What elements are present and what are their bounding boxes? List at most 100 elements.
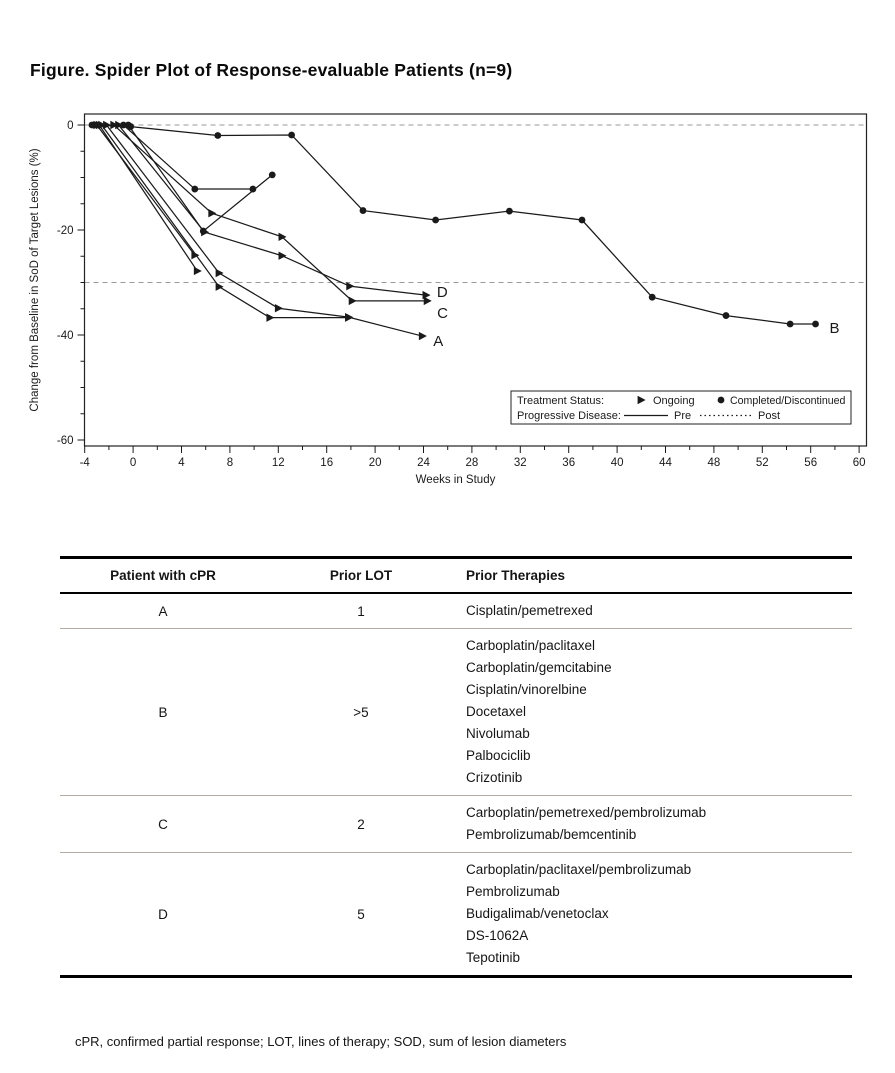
x-tick-label: 36 — [562, 457, 575, 469]
legend-box — [510, 390, 852, 425]
therapy-line: Nivolumab — [465, 726, 530, 741]
patient-id: D — [158, 906, 168, 922]
therapy-line: Carboplatin/gemcitabine — [465, 660, 612, 675]
series-end-label-D: D — [437, 284, 448, 301]
patient-id: B — [158, 704, 168, 720]
legend-pre-label: Pre — [674, 410, 691, 422]
series-line-G — [101, 124, 349, 319]
therapy-line: Pembrolizumab/bemcentinib — [465, 827, 637, 842]
therapy-line: Crizotinib — [465, 770, 523, 785]
x-tick-label: 56 — [804, 457, 817, 469]
therapy-line: Carboplatin/paclitaxel — [465, 638, 596, 653]
x-tick-label: 16 — [320, 457, 333, 469]
prior-therapies-cell: Carboplatin/paclitaxel Carboplatin/gemcit… — [456, 629, 852, 796]
series-end-label-A: A — [433, 333, 443, 350]
spider-plot: -4 0 4 8 12 16 20 24 28 32 36 40 44 48 52 56 600-20-40-6… — [29, 113, 868, 486]
y-axis-title: Change from Baseline in SoD of Target Le… — [29, 148, 41, 411]
completed-marker-icon — [191, 185, 199, 193]
therapy-line: Docetaxel — [465, 704, 527, 719]
ongoing-marker-icon — [418, 331, 427, 341]
completed-marker-icon — [506, 207, 513, 215]
completed-marker-icon — [359, 207, 367, 214]
x-tick-label: 20 — [369, 457, 382, 469]
ongoing-marker-icon — [115, 120, 124, 130]
therapy-line: DS-1062A — [465, 928, 529, 943]
col-header-lot: Prior LOT — [265, 556, 456, 594]
legend-treatment-status-label: Treatment Status: — [517, 395, 604, 407]
table-row-patient-D: D 5 Carboplatin/paclitaxel/pembrolizumab Pe… — [60, 853, 852, 977]
ongoing-marker-icon — [637, 395, 646, 405]
series-end-label-B: B — [830, 320, 840, 337]
prior-therapies-cell: Carboplatin/pemetrexed/pembrolizumab Pemb… — [456, 796, 852, 853]
completed-marker-icon — [717, 396, 725, 404]
x-tick-label: 48 — [708, 457, 721, 469]
legend-ongoing-label: Ongoing — [653, 395, 695, 407]
prior-lot-value: 2 — [357, 816, 365, 832]
y-tick-label: -60 — [57, 435, 74, 447]
completed-marker-icon — [199, 227, 207, 235]
ongoing-marker-icon — [274, 304, 283, 313]
ongoing-marker-icon — [110, 120, 119, 130]
x-tick-label: 28 — [466, 457, 479, 469]
x-axis-title: Weeks in Study — [416, 474, 496, 486]
completed-marker-icon — [268, 171, 276, 179]
ongoing-marker-icon — [191, 251, 200, 260]
ongoing-marker-icon — [208, 209, 217, 218]
table-row-patient-C: C 2 Carboplatin/pemetrexed/pembrolizumab Pe… — [60, 796, 852, 853]
x-tick-label: 24 — [417, 457, 430, 469]
table-row-patient-B: B >5 Carboplatin/paclitaxel Carboplatin/gem… — [60, 629, 852, 796]
therapy-line: Budigalimab/venetoclax — [465, 906, 609, 921]
plot-frame — [83, 113, 868, 447]
completed-marker-icon — [124, 121, 132, 129]
ongoing-marker-icon — [345, 313, 354, 322]
y-tick-label: 0 — [67, 120, 73, 132]
therapy-line: Tepotinib — [465, 950, 521, 965]
x-tick-label: 12 — [272, 457, 285, 469]
ongoing-marker-icon — [346, 281, 355, 291]
col-header-therapies: Prior Therapies — [455, 556, 852, 594]
table-header: Patient with cPR Prior LOT Prior Therapies — [60, 556, 852, 594]
prior-therapies-cell: Carboplatin/paclitaxel/pembrolizumab Pemb… — [456, 853, 852, 977]
y-tick-label: -40 — [57, 330, 74, 342]
completed-marker-icon — [214, 132, 222, 139]
x-tick-label: 32 — [514, 457, 527, 469]
series-line-I — [98, 124, 198, 272]
x-tick-label: 60 — [853, 457, 866, 469]
prior-lot-value: 1 — [357, 603, 365, 619]
ongoing-marker-icon — [422, 290, 431, 300]
therapy-line: Carboplatin/paclitaxel/pembrolizumab — [465, 862, 692, 877]
prior-therapy-table: Patient with cPR Prior LOT Prior Therapies… — [60, 556, 852, 978]
completed-marker-icon — [288, 131, 296, 139]
figure-title: Figure. Spider Plot of Response-evaluabl… — [30, 60, 513, 80]
footnote: cPR, confirmed partial response; LOT, li… — [75, 1034, 567, 1049]
ongoing-marker-icon — [278, 251, 287, 260]
completed-marker-icon — [249, 185, 257, 193]
series-end-label-C: C — [437, 305, 448, 322]
legend-completed-label: Completed/Discontinued — [730, 395, 846, 407]
completed-marker-icon — [578, 216, 586, 224]
series-line-B — [91, 124, 816, 325]
completed-marker-icon — [120, 121, 127, 129]
x-tick-label: 52 — [756, 457, 769, 469]
ongoing-marker-icon — [215, 282, 224, 291]
ongoing-marker-icon — [266, 313, 275, 322]
completed-marker-icon — [432, 216, 439, 224]
x-tick-label: 44 — [659, 457, 672, 469]
col-header-patient: Patient with cPR — [60, 556, 266, 594]
ongoing-marker-icon — [193, 266, 202, 276]
patient-id: C — [158, 816, 168, 832]
prior-therapy-table-wrap: Patient with cPR Prior LOT Prior Therapies… — [60, 556, 852, 978]
therapy-line: Cisplatin/vinorelbine — [465, 682, 587, 697]
series-line-E — [123, 124, 253, 190]
legend-post-label: Post — [758, 410, 780, 422]
prior-lot-value: 5 — [357, 906, 365, 922]
ongoing-marker-icon — [423, 296, 432, 306]
therapy-line: Cisplatin/pemetrexed — [465, 603, 593, 618]
therapy-line: Carboplatin/pemetrexed/pembrolizumab — [465, 805, 707, 820]
x-tick-label: 4 — [178, 457, 185, 469]
table-row-patient-A: A 1 Cisplatin/pemetrexed — [60, 593, 852, 629]
x-tick-label: 40 — [611, 457, 624, 469]
therapy-line: Palbociclib — [465, 748, 531, 763]
ongoing-marker-icon — [215, 268, 224, 278]
prior-therapies-cell: Cisplatin/pemetrexed — [456, 593, 852, 629]
